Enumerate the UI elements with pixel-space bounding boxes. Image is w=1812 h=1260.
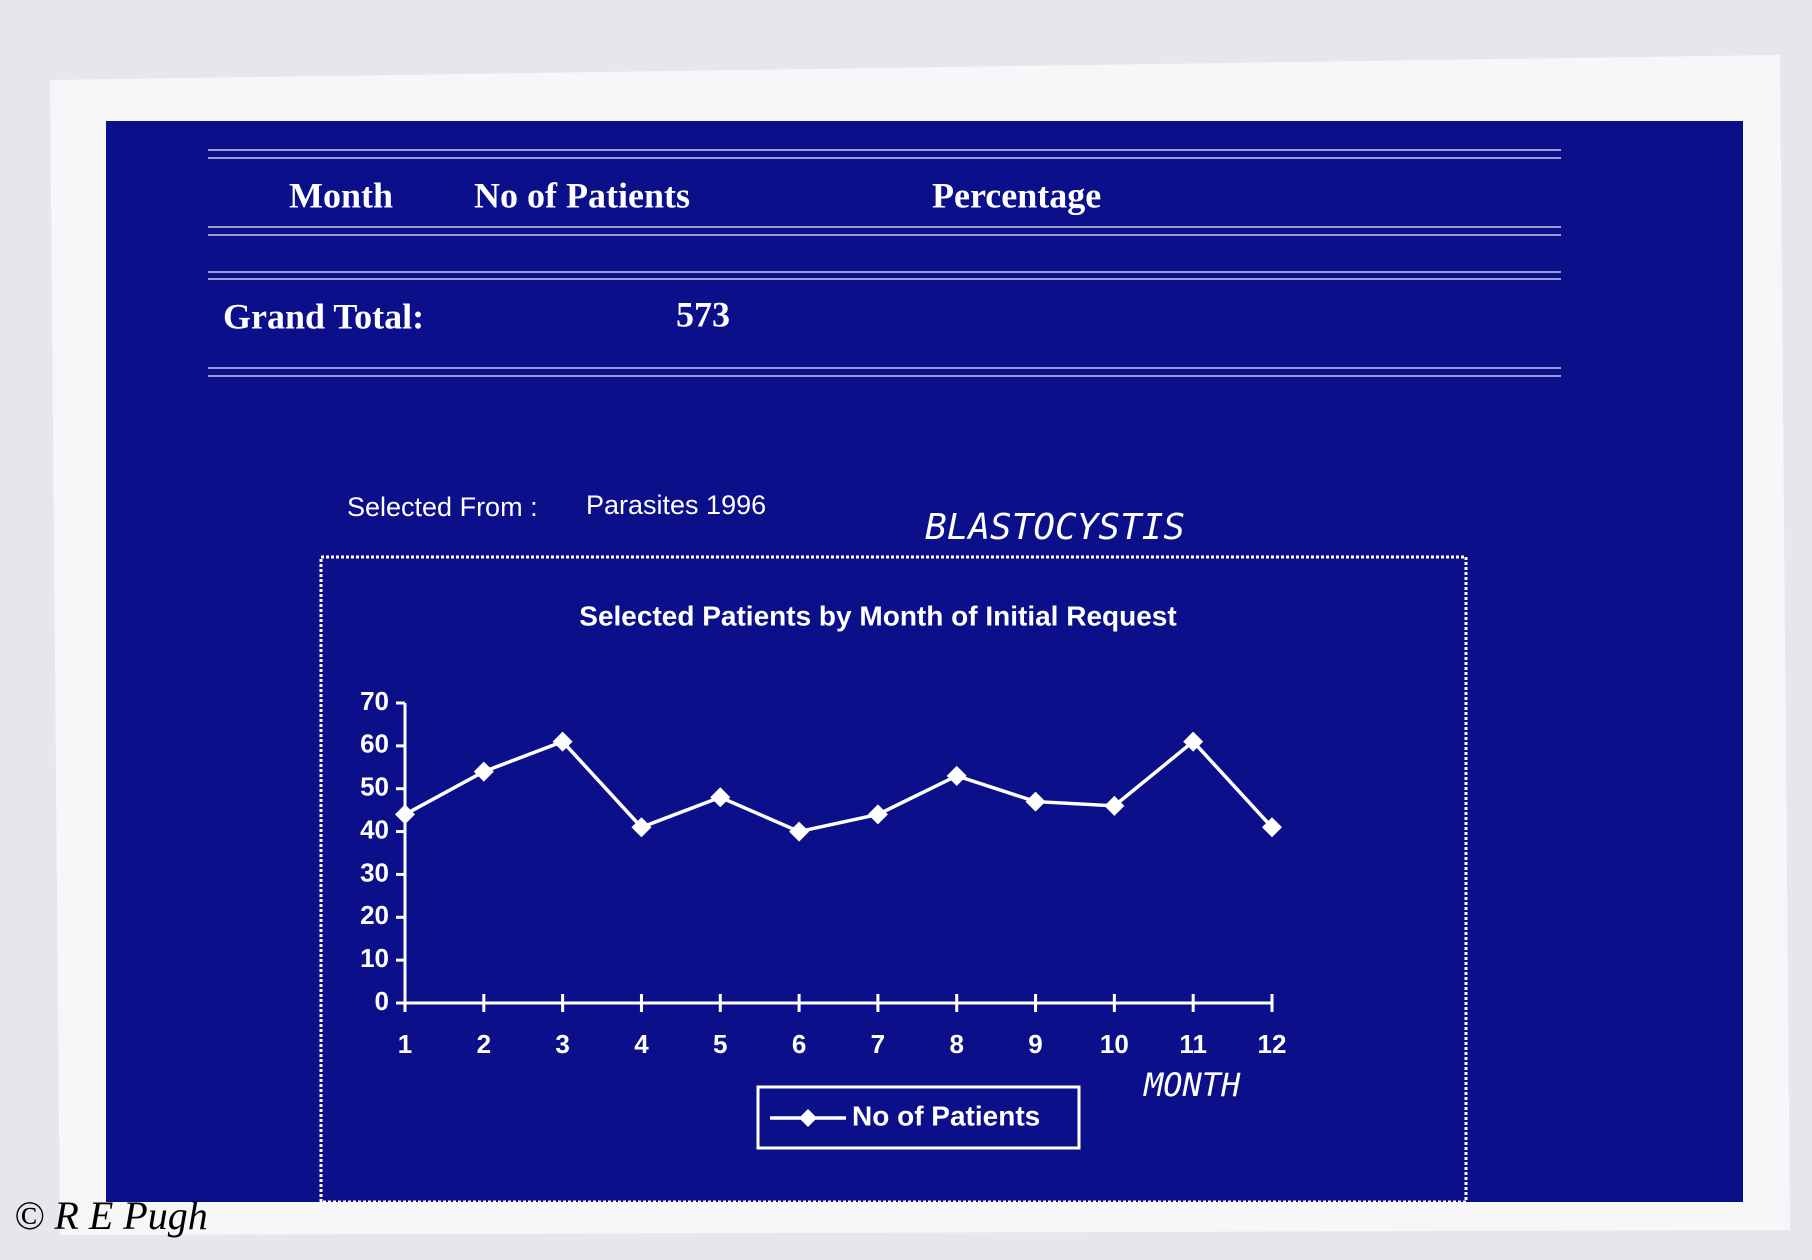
column-header: Month <box>289 175 393 215</box>
data-point <box>710 787 731 808</box>
data-line <box>404 739 1274 834</box>
data-point <box>631 817 652 838</box>
data-point <box>789 821 810 842</box>
x-tick-label: 11 <box>1179 1029 1207 1059</box>
data-point <box>395 804 415 825</box>
x-tick-label: 3 <box>555 1029 569 1059</box>
selected-from-label: Selected From : <box>347 492 538 522</box>
y-tick-label: 40 <box>360 814 389 844</box>
data-point <box>1104 795 1125 816</box>
data-point <box>1183 731 1204 752</box>
x-axis-label: MONTH <box>1143 1066 1241 1104</box>
x-tick-label: 5 <box>713 1029 727 1059</box>
y-tick-label: 30 <box>360 857 389 887</box>
column-header: No of Patients <box>474 175 690 215</box>
x-tick-label: 9 <box>1028 1029 1042 1059</box>
x-tick-label: 1 <box>398 1029 412 1059</box>
grand-total-label: Grand Total: <box>223 296 424 336</box>
legend-box <box>756 1085 1081 1150</box>
x-tick-label: 6 <box>792 1029 806 1059</box>
x-tick-label: 2 <box>477 1029 491 1059</box>
y-tick-label: 50 <box>360 772 389 802</box>
data-point <box>473 761 494 782</box>
data-point <box>552 731 573 752</box>
data-point <box>1025 791 1046 812</box>
data-point <box>946 765 967 786</box>
x-tick-label: 7 <box>871 1029 885 1059</box>
y-tick-label: 60 <box>360 729 389 759</box>
x-tick-label: 8 <box>949 1029 963 1059</box>
chart-title: Selected Patients by Month of Initial Re… <box>579 600 1176 631</box>
y-tick-label: 70 <box>360 686 389 716</box>
copyright: © R E Pugh <box>14 1193 208 1238</box>
x-tick-label: 10 <box>1100 1029 1129 1059</box>
handwritten-annotation: BLASTOCYSTIS <box>925 507 1185 548</box>
grand-total-value: 573 <box>676 294 730 334</box>
chart-frame <box>319 555 1468 1204</box>
x-tick-label: 12 <box>1258 1029 1287 1059</box>
y-tick-label: 0 <box>375 986 389 1016</box>
data-point <box>867 804 888 825</box>
column-header: Percentage <box>932 175 1101 215</box>
panel <box>106 121 1743 1202</box>
legend-marker <box>799 1109 817 1127</box>
rules <box>208 149 1561 377</box>
data-point <box>1262 817 1282 838</box>
legend-label: No of Patients <box>852 1100 1040 1131</box>
y-tick-label: 10 <box>360 943 389 973</box>
selected-from-value: Parasites 1996 <box>586 490 766 520</box>
x-tick-label: 4 <box>634 1029 649 1059</box>
y-tick-label: 20 <box>360 900 389 930</box>
